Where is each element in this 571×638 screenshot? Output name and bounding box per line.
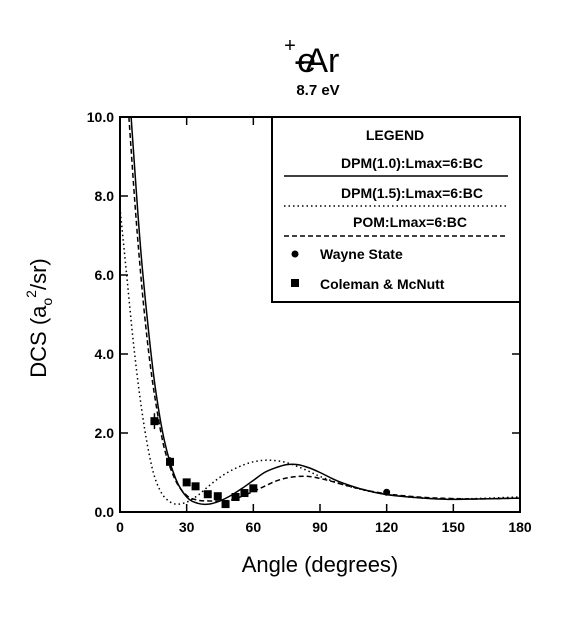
legend-label-coleman: Coleman & McNutt xyxy=(320,276,445,292)
y-tick-label: 4.0 xyxy=(95,346,115,362)
y-tick-label: 2.0 xyxy=(95,425,115,441)
legend-title: LEGEND xyxy=(366,127,424,143)
x-tick-label: 90 xyxy=(312,519,328,535)
y-tick-label: 8.0 xyxy=(95,188,115,204)
data-point-coleman-mcnutt xyxy=(231,492,240,501)
x-tick-label: 0 xyxy=(116,519,124,535)
legend-label-dpm10: DPM(1.0):Lmax=6:BC xyxy=(341,155,483,171)
title-superscript: + xyxy=(284,35,296,57)
data-point-wayne-state xyxy=(383,488,391,496)
y-tick-label: 10.0 xyxy=(87,109,114,125)
data-point-coleman-mcnutt xyxy=(182,478,191,487)
legend: LEGEND DPM(1.0):Lmax=6:BC DPM(1.5):Lmax=… xyxy=(271,116,521,303)
legend-box xyxy=(271,116,521,303)
legend-marker-wayne-state xyxy=(291,250,299,258)
legend-marker-coleman xyxy=(291,279,299,287)
title-rest: -Ar xyxy=(294,42,339,80)
data-point-coleman-mcnutt xyxy=(213,492,222,501)
y-tick-label: 0.0 xyxy=(95,504,115,520)
data-point-coleman-mcnutt xyxy=(203,490,212,499)
x-tick-label: 180 xyxy=(508,519,532,535)
x-tick-label: 120 xyxy=(375,519,399,535)
data-point-coleman-mcnutt xyxy=(221,500,230,509)
y-axis-label-sup: 2 xyxy=(23,290,39,298)
series-line-dpm-1-5-lmax-6-bc xyxy=(120,207,520,505)
y-tick-label: 6.0 xyxy=(95,267,115,283)
y-axis-label: DCS (ao2/sr) xyxy=(23,258,55,377)
x-tick-label: 150 xyxy=(442,519,466,535)
data-point-coleman-mcnutt xyxy=(240,489,249,498)
series-layer xyxy=(120,117,520,509)
title-base: e xyxy=(297,42,316,80)
legend-label-wayne-state: Wayne State xyxy=(320,246,403,262)
chart-title: e xyxy=(297,42,316,80)
data-point-coleman-mcnutt xyxy=(249,484,258,493)
legend-label-dpm15: DPM(1.5):Lmax=6:BC xyxy=(341,185,483,201)
data-point-coleman-mcnutt xyxy=(150,417,159,426)
series-line-pom-lmax-6-bc xyxy=(128,117,520,502)
y-axis-label-suffix: /sr) xyxy=(26,258,51,290)
chart-subtitle: 8.7 eV xyxy=(296,82,339,99)
data-point-coleman-mcnutt xyxy=(191,482,200,491)
x-axis-label: Angle (degrees) xyxy=(242,552,399,577)
data-point-coleman-mcnutt xyxy=(166,457,174,466)
y-axis-label-sub: o xyxy=(39,298,55,306)
legend-label-pom: POM:Lmax=6:BC xyxy=(353,214,467,230)
x-tick-label: 30 xyxy=(179,519,195,535)
y-axis-label-prefix: DCS (a xyxy=(26,305,51,378)
x-tick-label: 60 xyxy=(246,519,262,535)
